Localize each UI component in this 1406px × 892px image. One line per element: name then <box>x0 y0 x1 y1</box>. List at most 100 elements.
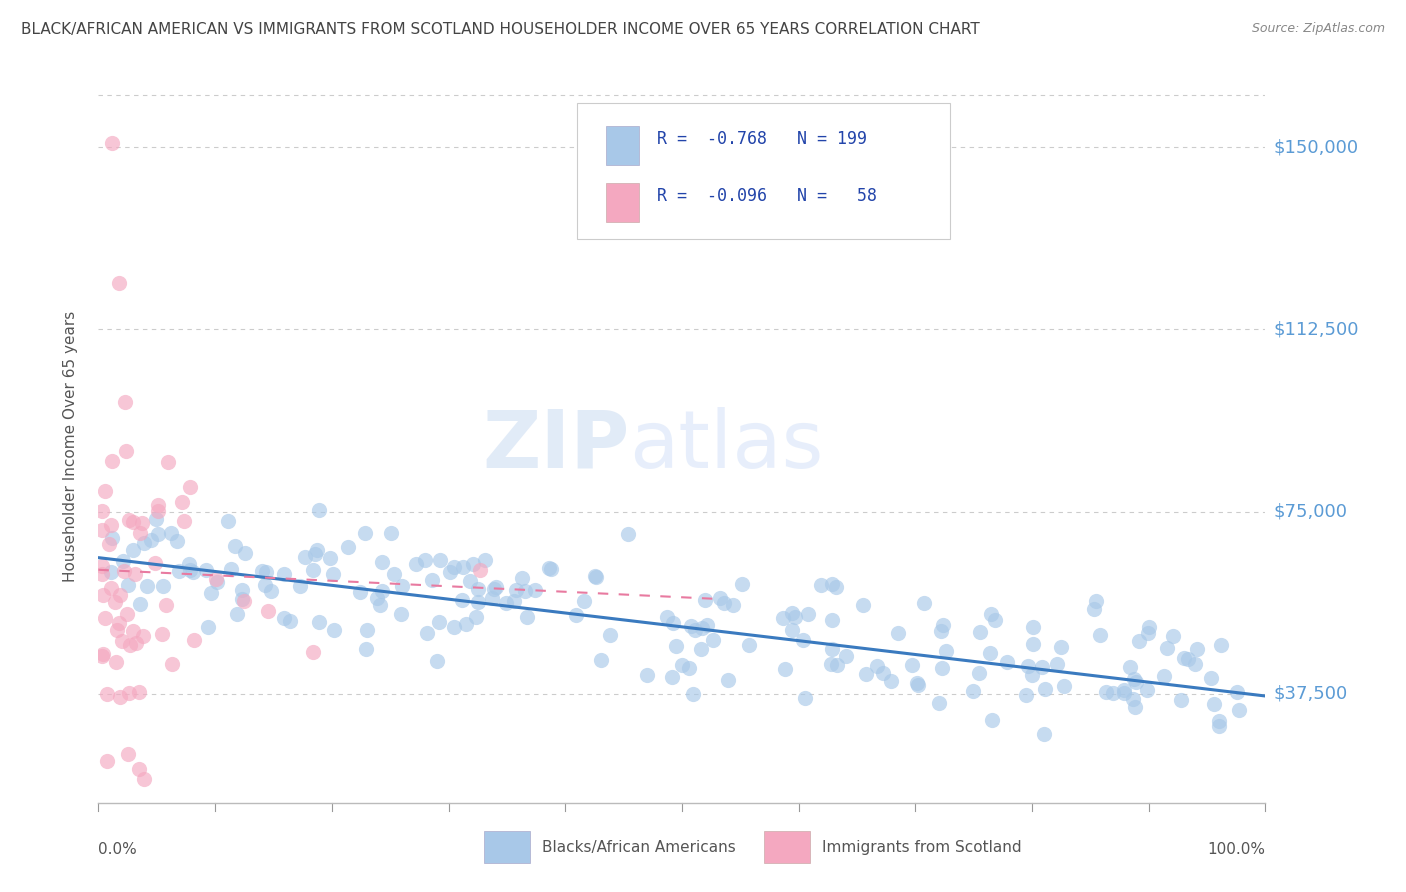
Point <box>194 563 217 577</box>
Point <box>537 561 560 575</box>
Point <box>1123 672 1146 686</box>
Point <box>413 552 436 566</box>
Point <box>118 686 141 700</box>
Point <box>131 516 153 530</box>
Point <box>304 547 326 561</box>
Point <box>467 595 489 609</box>
Point <box>1112 683 1135 698</box>
Point <box>290 579 312 593</box>
Point <box>90 649 112 664</box>
Point <box>100 565 122 579</box>
Point <box>100 517 122 532</box>
Point <box>200 585 222 599</box>
Point <box>273 611 295 625</box>
Point <box>572 594 595 608</box>
Point <box>104 594 127 608</box>
Point <box>179 563 201 577</box>
Point <box>495 596 517 610</box>
Point <box>515 584 537 599</box>
Point <box>160 657 183 672</box>
Point <box>197 620 219 634</box>
Point <box>135 579 157 593</box>
Point <box>122 515 145 529</box>
Point <box>152 579 174 593</box>
Point <box>156 455 179 469</box>
Point <box>696 618 718 632</box>
Point <box>132 536 155 550</box>
Point <box>599 627 621 641</box>
Point <box>932 617 955 632</box>
Point <box>337 541 360 555</box>
Point <box>662 615 685 630</box>
Point <box>318 550 340 565</box>
Point <box>655 609 678 624</box>
Point <box>117 747 139 762</box>
Point <box>454 617 477 632</box>
Point <box>420 573 443 587</box>
Point <box>980 607 1002 622</box>
Point <box>1208 714 1230 728</box>
Point <box>101 531 124 545</box>
Point <box>146 526 169 541</box>
Point <box>205 575 228 590</box>
Text: $150,000: $150,000 <box>1274 138 1358 156</box>
Point <box>824 580 846 594</box>
Point <box>226 607 249 622</box>
Point <box>278 615 301 629</box>
Point <box>516 610 538 624</box>
Point <box>482 582 505 596</box>
Point <box>166 533 188 548</box>
Point <box>980 713 1002 727</box>
Point <box>510 571 533 585</box>
Point <box>1088 627 1111 641</box>
Point <box>1017 659 1039 673</box>
Point <box>101 136 124 150</box>
Point <box>100 581 122 595</box>
Point <box>503 594 526 608</box>
Point <box>780 624 803 638</box>
Point <box>391 579 413 593</box>
Point <box>1022 620 1045 634</box>
Point <box>583 569 606 583</box>
Point <box>405 557 427 571</box>
Point <box>717 673 740 687</box>
Point <box>90 504 112 518</box>
Text: 100.0%: 100.0% <box>1208 842 1265 856</box>
Point <box>108 277 131 291</box>
Point <box>1022 637 1045 651</box>
Point <box>540 562 562 576</box>
Point <box>1208 719 1230 733</box>
Point <box>204 573 226 587</box>
Point <box>117 513 139 527</box>
Point <box>1211 638 1233 652</box>
Point <box>1085 593 1108 607</box>
Point <box>1095 685 1118 699</box>
Point <box>301 644 323 658</box>
Point <box>821 577 844 591</box>
Point <box>252 564 274 578</box>
Point <box>305 542 328 557</box>
Point <box>872 665 894 680</box>
Point <box>866 659 889 673</box>
Point <box>931 661 953 675</box>
Point <box>772 611 794 625</box>
Point <box>105 624 128 638</box>
Point <box>224 539 246 553</box>
Point <box>114 395 136 409</box>
Point <box>467 582 489 596</box>
Point <box>273 567 295 582</box>
Point <box>1199 671 1222 685</box>
Point <box>160 526 183 541</box>
Point <box>1153 669 1175 683</box>
Point <box>105 656 128 670</box>
Point <box>1184 657 1206 672</box>
Point <box>1177 652 1199 666</box>
Point <box>1122 692 1144 706</box>
Point <box>322 567 344 582</box>
Point <box>233 594 256 608</box>
Point <box>1050 640 1073 655</box>
Point <box>368 598 391 612</box>
Point <box>366 591 388 606</box>
Point <box>233 545 256 559</box>
Point <box>464 610 486 624</box>
